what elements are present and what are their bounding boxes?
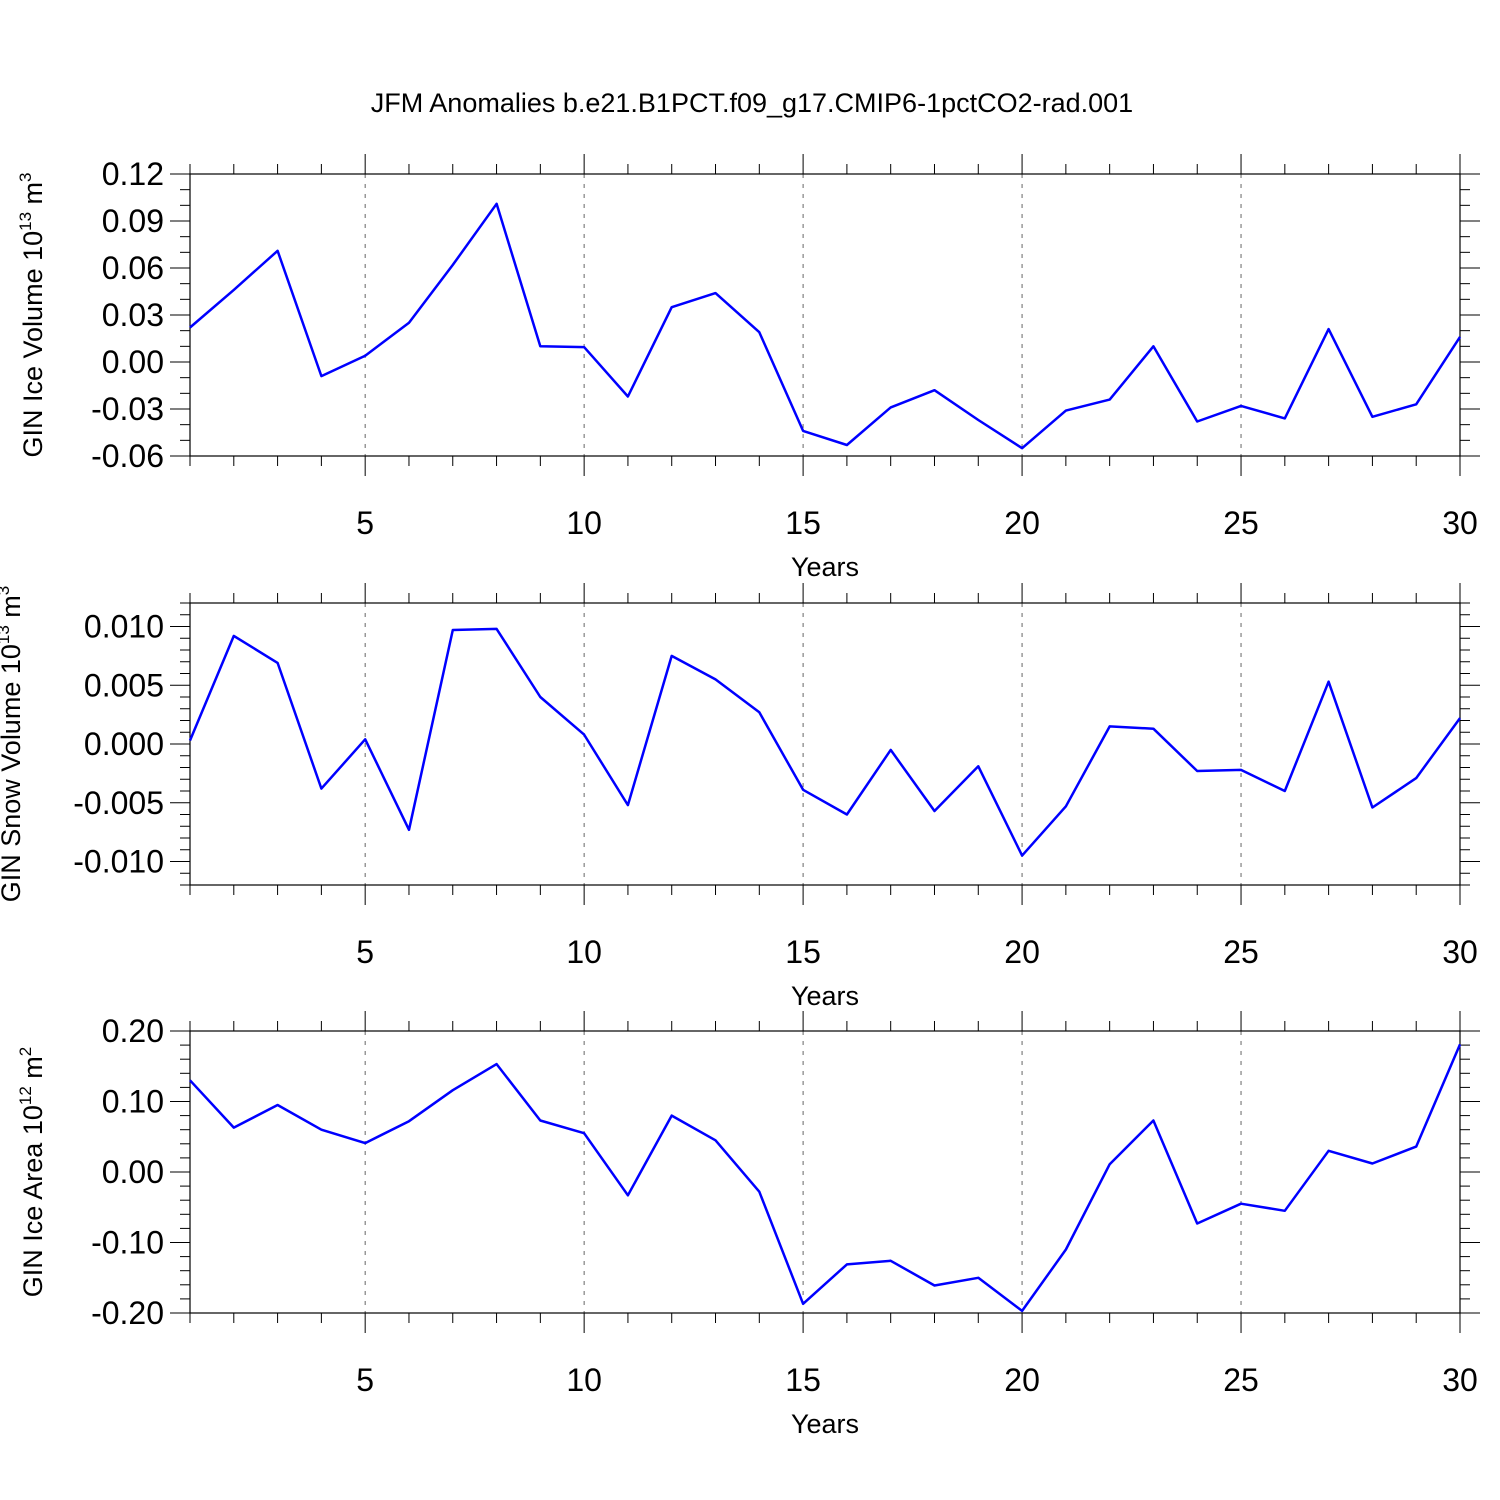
x-tick-label: 10: [566, 505, 602, 541]
y-axis-label-part: m: [18, 182, 48, 212]
y-tick-label: -0.20: [91, 1295, 164, 1331]
series-line: [189, 202, 1462, 450]
x-tick-label: 30: [1442, 505, 1478, 541]
panel-ice-volume: 5 10 15 20 25 30 0.12 0.09 0.06 0.03 0.00 -0.03 -0.0…: [16, 154, 1480, 582]
plot-frame: [189, 602, 1461, 886]
y-axis-label-part: m: [18, 1056, 48, 1086]
x-axis-label: Years: [791, 981, 859, 1011]
y-axis-label: GIN Snow Volume 1013 m3: [0, 586, 26, 903]
y-tick-label: 0.09: [102, 203, 164, 239]
y-axis-label: GIN Ice Area 1012 m2: [16, 1047, 48, 1298]
y-tick-label: 0.20: [102, 1013, 164, 1049]
y-axis-label-part: GIN Ice Volume 10: [18, 231, 48, 458]
y-axis-label-exponent: 12: [16, 1086, 35, 1105]
y-axis-label-exponent: 3: [0, 586, 13, 595]
x-tick-label: 15: [785, 1362, 821, 1398]
x-tick-label: 15: [785, 505, 821, 541]
series-line: [188, 627, 1462, 857]
y-axis-label-exponent: 13: [0, 625, 13, 644]
y-tick-label: 0.10: [102, 1084, 164, 1120]
y-axis-label: GIN Ice Volume 1013 m3: [16, 172, 48, 457]
x-tick-label: 20: [1004, 934, 1040, 970]
y-tick-label: -0.010: [73, 844, 164, 880]
y-axis-label-part: m: [0, 595, 26, 625]
x-tick-label: 5: [356, 1362, 374, 1398]
x-tick-label: 15: [785, 934, 821, 970]
y-axis-label-part: GIN Snow Volume 10: [0, 644, 26, 902]
plot-frame: [189, 1030, 1461, 1314]
x-axis-label: Years: [791, 552, 859, 582]
y-tick-label: 0.12: [102, 156, 164, 192]
y-tick-label: 0.010: [84, 609, 164, 645]
x-tick-label: 30: [1442, 934, 1478, 970]
x-axis-label: Years: [791, 1409, 859, 1439]
panel-snow-volume: 5 10 15 20 25 30 0.010 0.005 0.000 -0.005 -0.010 Ye…: [0, 583, 1480, 1011]
x-tick-label: 25: [1223, 505, 1259, 541]
y-axis-label-part: GIN Ice Area 10: [18, 1105, 48, 1297]
plot-frame: [189, 173, 1461, 457]
figure-title: JFM Anomalies b.e21.B1PCT.f09_g17.CMIP6-…: [371, 88, 1133, 118]
x-tick-label: 25: [1223, 934, 1259, 970]
x-tick-label: 20: [1004, 505, 1040, 541]
x-tick-label: 5: [356, 934, 374, 970]
y-tick-label: 0.00: [102, 1154, 164, 1190]
y-tick-label: 0.000: [84, 726, 164, 762]
panel-ice-area: 5 10 15 20 25 30 0.20 0.10 0.00 -0.10 -0.20 Years GI…: [16, 1011, 1480, 1439]
y-axis-label-exponent: 2: [16, 1047, 35, 1056]
y-tick-label: -0.06: [91, 438, 164, 474]
series-line: [189, 1043, 1462, 1313]
y-tick-label: 0.03: [102, 297, 164, 333]
x-tick-label: 25: [1223, 1362, 1259, 1398]
y-tick-label: -0.03: [91, 391, 164, 427]
x-tick-label: 20: [1004, 1362, 1040, 1398]
y-tick-label: 0.00: [102, 344, 164, 380]
x-tick-label: 5: [356, 505, 374, 541]
x-tick-label: 10: [566, 934, 602, 970]
x-tick-label: 30: [1442, 1362, 1478, 1398]
y-tick-label: 0.005: [84, 667, 164, 703]
y-tick-label: -0.005: [73, 785, 164, 821]
y-axis-label-exponent: 13: [16, 212, 35, 231]
y-tick-label: 0.06: [102, 250, 164, 286]
y-tick-label: -0.10: [91, 1225, 164, 1261]
x-tick-label: 10: [566, 1362, 602, 1398]
y-axis-label-exponent: 3: [16, 172, 35, 181]
